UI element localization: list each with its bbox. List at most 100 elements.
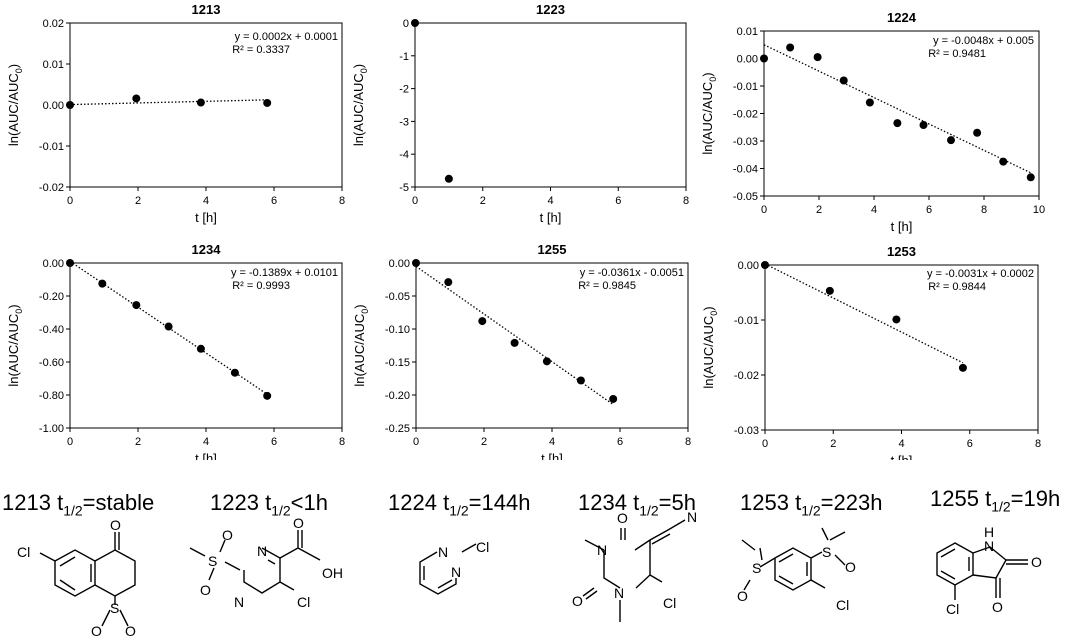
oxygen-atom: O	[91, 623, 102, 639]
structure-1253: S O S O Cl	[737, 527, 856, 613]
data-point	[760, 54, 768, 63]
oxygen-atom: O	[572, 593, 583, 609]
t-half-symbol: t	[57, 490, 64, 515]
y-tick-label: 0.02	[43, 18, 64, 30]
sulfur-atom: S	[208, 553, 217, 569]
compound-id: 1213	[2, 490, 51, 515]
oxygen-atom: O	[293, 515, 304, 531]
charts-canvas: 1213 0 2 4 6 8 0.02 0.01 0.00 -0.01 -0.02 t [h] ln(A…	[6, 2, 1045, 460]
plot-area	[414, 22, 687, 188]
data-point	[66, 101, 74, 109]
x-tick-label: 2	[816, 204, 822, 216]
t-half-subscript: 1/2	[271, 502, 291, 519]
chlorine-atom: Cl	[836, 597, 849, 613]
x-tick-label: 6	[615, 195, 621, 207]
t-half-subscript: 1/2	[639, 502, 659, 519]
x-tick-label: 2	[481, 436, 487, 448]
y-tick-label: -0.01	[39, 141, 64, 153]
compound-id: 1253	[740, 490, 789, 515]
y-axis-label: ln(AUC/AUC0)	[352, 304, 370, 386]
x-axis-label: t [h]	[195, 210, 217, 225]
plot-area	[69, 22, 343, 188]
y-tick-label: -0.02	[733, 109, 758, 121]
y-tick-label: -0.25	[385, 423, 410, 435]
t-half-subscript: 1/2	[449, 502, 469, 519]
x-tick-label: 8	[685, 436, 691, 448]
y-tick-label: -2	[399, 84, 409, 96]
chart-panel: 1255 0 2 4 6 8 0.00 -0.05 -0.10 -0.15 -0.20 -0.25 t …	[352, 242, 691, 460]
data-point	[444, 278, 453, 287]
oxygen-atom: O	[200, 582, 211, 598]
oxygen-atom: O	[110, 517, 121, 533]
y-tick-label: -0.20	[385, 390, 410, 402]
y-tick-label: -0.20	[39, 291, 64, 303]
x-tick-label: 2	[135, 195, 141, 207]
r-squared-label: R² = 0.9844	[928, 281, 986, 293]
y-tick-label: -0.05	[385, 291, 410, 303]
nitrogen-atom: N	[687, 510, 697, 525]
data-point	[196, 98, 205, 107]
x-tick-label: 2	[830, 438, 836, 450]
y-tick-label: 0.01	[43, 59, 64, 71]
y-tick-label: -0.01	[734, 315, 759, 327]
compound-id: 1223	[210, 490, 259, 515]
chlorine-atom: Cl	[476, 539, 489, 555]
chart-panel: 1253 0 2 4 6 8 0.00 -0.01 -0.02 -0.03 t [h] ln(AUC/…	[701, 244, 1041, 460]
chart-panel: 1234 0 2 4 6 8 0.00 -0.20 -0.40 -0.60 -0.80 -1.00 t …	[6, 242, 345, 460]
compound-id: 1234	[578, 490, 627, 515]
half-life-value: =stable	[82, 490, 155, 515]
y-axis-label: ln(AUC/AUC0)	[6, 64, 24, 146]
structure-1213: O Cl S O O	[17, 517, 136, 639]
x-tick-label: 8	[981, 204, 987, 216]
data-point	[576, 376, 585, 385]
r-squared-label: R² = 0.9993	[232, 280, 290, 292]
x-tick-label: 0	[761, 204, 767, 216]
y-tick-label: -1.00	[39, 423, 64, 435]
oxygen-atom: O	[737, 588, 748, 604]
y-tick-label: -0.60	[39, 357, 64, 369]
sulfur-atom: S	[752, 560, 761, 576]
hydroxyl-group: OH	[322, 565, 343, 581]
chart-title: 1253	[887, 244, 916, 259]
data-point	[510, 338, 519, 347]
chart-title: 1223	[536, 2, 565, 17]
y-tick-label: -0.02	[39, 182, 64, 194]
data-point	[947, 136, 955, 145]
x-tick-label: 6	[617, 436, 623, 448]
y-tick-label: -0.80	[39, 390, 64, 402]
y-axis-label: ln(AUC/AUC0)	[701, 306, 719, 388]
structure-1223: S O O N N O OH Cl	[189, 515, 343, 610]
x-tick-label: 8	[339, 195, 345, 207]
hydrogen-atom: H	[984, 524, 994, 540]
data-point	[411, 19, 419, 27]
structure-1255: H N O O Cl	[936, 524, 1042, 617]
t-half-symbol: t	[985, 486, 992, 511]
x-tick-label: 0	[67, 436, 73, 448]
y-tick-label: 0	[403, 18, 409, 30]
x-tick-label: 2	[480, 195, 486, 207]
oxygen-atom: O	[845, 559, 856, 575]
y-tick-label: -0.04	[733, 164, 758, 176]
chart-title: 1213	[192, 2, 221, 17]
half-life-value: <1h	[290, 490, 328, 515]
t-half-symbol: t	[265, 490, 272, 515]
x-tick-label: 6	[271, 195, 277, 207]
y-tick-label: -0.01	[733, 81, 758, 93]
data-point	[98, 279, 107, 288]
t-half-subscript: 1/2	[991, 498, 1011, 515]
data-point	[412, 259, 420, 267]
x-tick-label: 0	[413, 436, 419, 448]
y-tick-label: -4	[399, 149, 409, 161]
chlorine-atom: Cl	[17, 544, 30, 560]
r-squared-label: R² = 0.9481	[928, 48, 986, 60]
trendline-equation: y = -0.0048x + 0.005	[933, 35, 1034, 47]
y-tick-label: -0.03	[734, 425, 759, 437]
data-point	[444, 174, 453, 183]
data-point	[542, 357, 551, 366]
compound-label: 1224 t1/2=144h	[388, 490, 530, 518]
data-point	[66, 259, 74, 267]
t-half-subscript: 1/2	[63, 502, 83, 519]
y-tick-label: 0.00	[43, 100, 64, 112]
data-point	[893, 119, 902, 128]
